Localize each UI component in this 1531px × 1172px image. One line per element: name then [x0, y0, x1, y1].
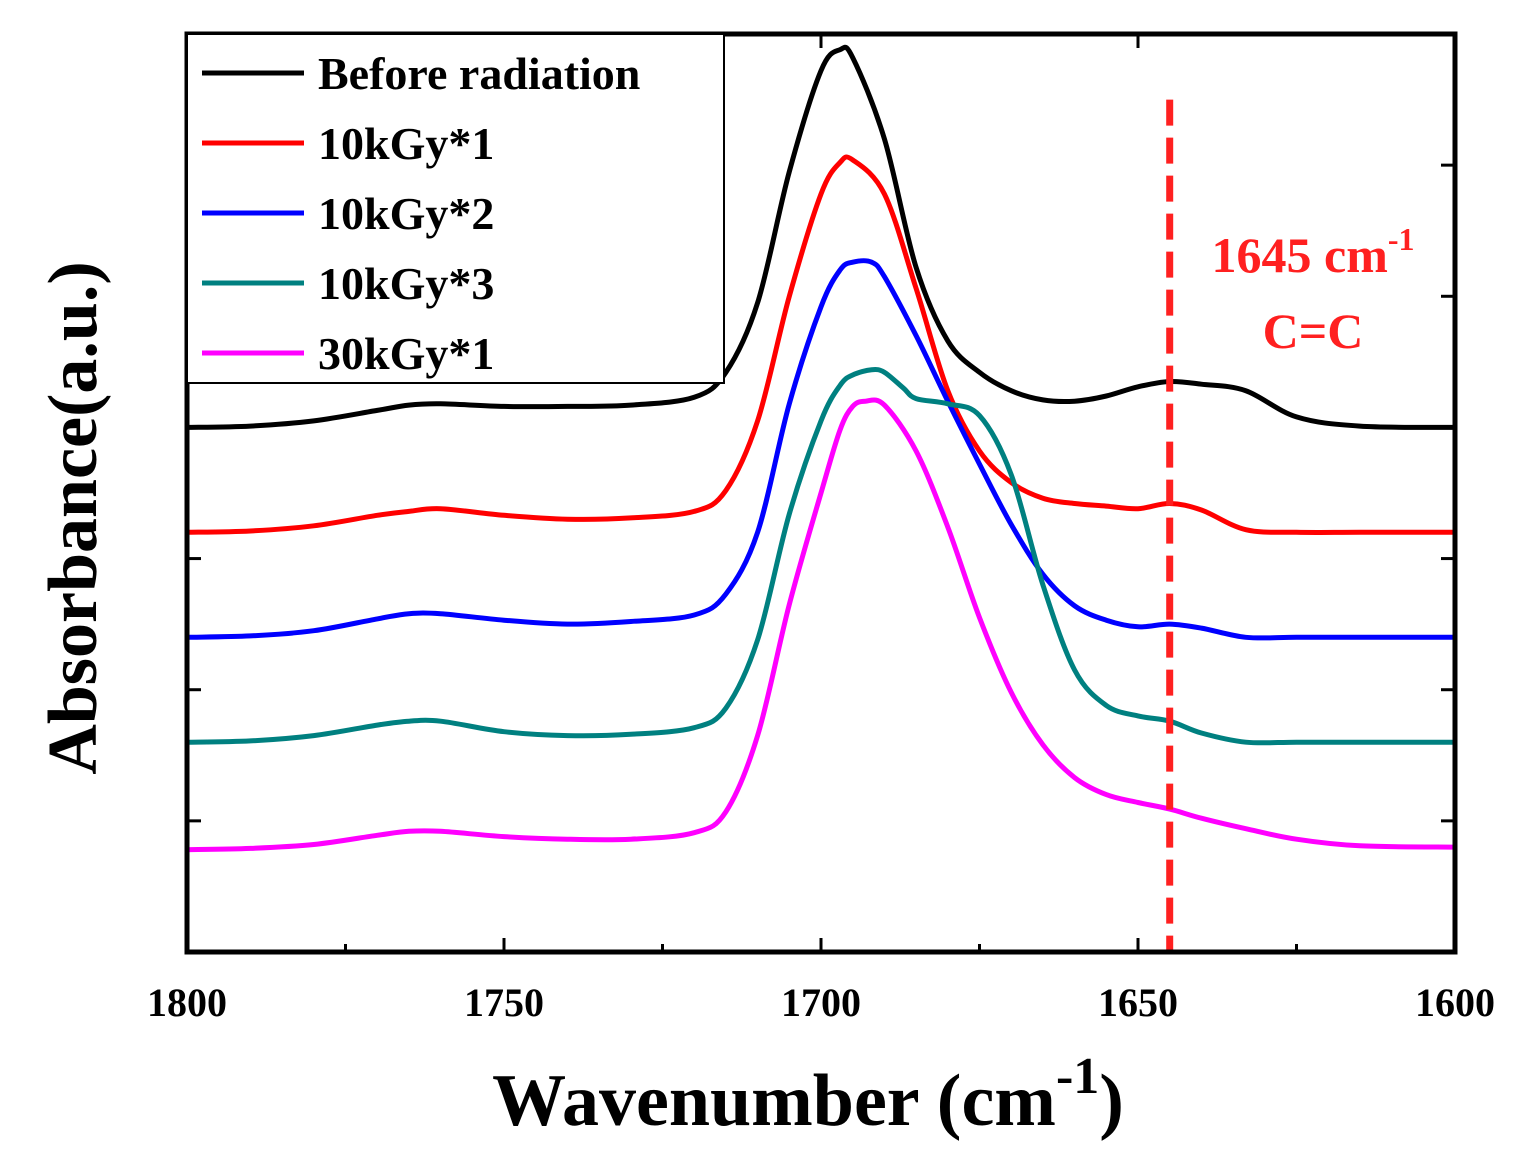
y-axis-title: Absorbance(a.u.) — [35, 261, 112, 774]
x-tick-label-1600: 1600 — [1415, 980, 1495, 1025]
ticks-layer: 1800 1750 1700 1650 1600 — [147, 34, 1495, 1025]
annotation-wavenumber: 1645 cm-1 — [1212, 221, 1415, 283]
annotation-bond: C=C — [1263, 303, 1364, 359]
legend-label-10kgy-1: 10kGy*1 — [318, 118, 494, 169]
series-line-30kgy-1 — [184, 397, 1458, 853]
x-axis-title-main: Wavenumber (cm — [492, 1060, 1056, 1142]
annotation-wavenumber-sup: -1 — [1388, 221, 1415, 257]
x-tick-label-1750: 1750 — [464, 980, 544, 1025]
x-axis-title-close: ) — [1099, 1060, 1124, 1142]
legend-box — [186, 33, 725, 384]
legend-label-10kgy-2: 10kGy*2 — [318, 188, 494, 239]
series-line-10kgy-3 — [184, 367, 1458, 746]
legend-label-before-radiation: Before radiation — [318, 48, 640, 99]
series-line-10kgy-2 — [184, 258, 1458, 641]
x-tick-label-1700: 1700 — [781, 980, 861, 1025]
legend: Before radiation 10kGy*1 10kGy*2 10kGy*3 30k… — [186, 33, 725, 384]
legend-label-10kgy-3: 10kGy*3 — [318, 258, 494, 309]
x-tick-label-1650: 1650 — [1098, 980, 1178, 1025]
x-axis-title-sup: -1 — [1056, 1048, 1099, 1105]
x-axis-title: Wavenumber (cm-1) — [492, 1048, 1124, 1142]
legend-label-30kgy-1: 30kGy*1 — [318, 328, 494, 379]
annotation-wavenumber-text: 1645 cm — [1212, 227, 1388, 283]
x-tick-label-1800: 1800 — [147, 980, 227, 1025]
